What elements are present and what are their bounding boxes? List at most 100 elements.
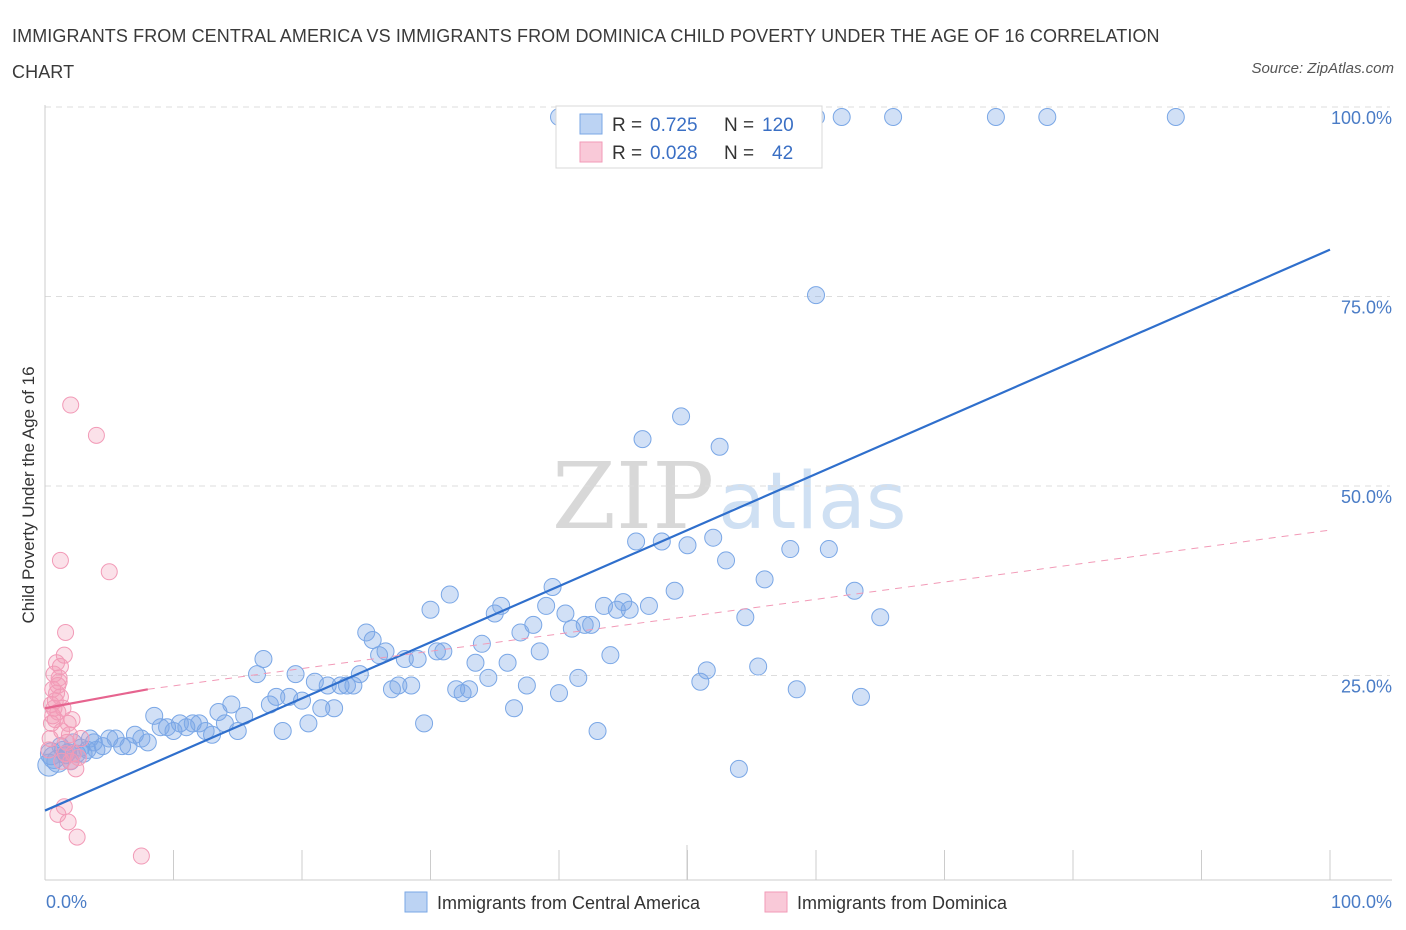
legend-r-value-2: 0.028 (650, 143, 698, 164)
point-central-america-95 (601, 646, 620, 665)
y-tick-label-3: 100.0% (1331, 108, 1392, 128)
point-central-america-108 (704, 528, 723, 547)
point-central-america-84 (530, 642, 549, 661)
point-dominica-38 (132, 847, 150, 865)
point-central-america-73 (460, 680, 479, 699)
gridlines (45, 106, 1390, 676)
point-central-america-74 (466, 653, 485, 672)
point-central-america-52 (325, 699, 344, 718)
legend-r-label-2: R = (612, 143, 642, 164)
point-central-america-68 (427, 642, 446, 661)
point-central-america-46 (286, 665, 305, 684)
point-central-america-97 (614, 593, 633, 612)
point-central-america-120 (851, 687, 870, 706)
point-central-america-93 (588, 721, 607, 740)
point-central-america-82 (517, 676, 536, 695)
bottom-legend-label-2: Immigrants from Dominica (797, 893, 1008, 913)
watermark-zip: ZIP (552, 443, 714, 550)
x-tick-label-0: 0.0% (46, 892, 87, 912)
correlation-legend: R = 0.725 N = 120 R = 0.028 N = 42 (555, 105, 823, 169)
point-central-america-90 (569, 668, 588, 687)
point-central-america-125 (832, 108, 851, 126)
chart-title: IMMIGRANTS FROM CENTRAL AMERICA VS IMMIG… (12, 26, 1160, 82)
point-dominica-36 (59, 813, 77, 831)
point-central-america-67 (421, 600, 440, 619)
point-central-america-127 (986, 108, 1005, 126)
point-central-america-79 (498, 653, 517, 672)
watermark-atlas: atlas (718, 457, 907, 547)
point-central-america-98 (620, 600, 639, 619)
bottom-legend-swatch-pink (764, 891, 788, 913)
trend-lines (44, 248, 1331, 812)
series-dominica (40, 396, 150, 865)
point-central-america-70 (440, 585, 459, 604)
point-central-america-114 (755, 570, 774, 589)
point-central-america-64 (402, 676, 421, 695)
y-axis-label: Child Poverty Under the Age of 16 (19, 366, 38, 623)
point-central-america-88 (556, 604, 575, 623)
point-central-america-107 (697, 661, 716, 680)
legend-swatch-pink (579, 141, 603, 163)
point-dominica-30 (51, 551, 69, 569)
point-dominica-25 (67, 760, 85, 778)
point-dominica-32 (87, 426, 105, 444)
series-legend: Immigrants from Central America Immigran… (404, 891, 1008, 913)
point-central-america-106 (691, 672, 710, 691)
legend-n-value-2: 42 (772, 143, 793, 164)
point-central-america-99 (627, 532, 646, 551)
legend-n-value-1: 120 (762, 115, 794, 136)
point-dominica-21 (57, 623, 75, 641)
point-central-america-66 (415, 714, 434, 733)
legend-n-label-2: N = (724, 143, 754, 164)
y-tick-label-0: 25.0% (1341, 677, 1392, 697)
point-dominica-33 (100, 563, 118, 581)
point-central-america-65 (408, 649, 427, 668)
trend-dominica (44, 688, 148, 710)
point-central-america-43 (267, 687, 286, 706)
point-central-america-115 (781, 540, 800, 559)
point-central-america-103 (665, 581, 684, 600)
point-central-america-96 (607, 600, 626, 619)
point-dominica-18 (50, 673, 68, 691)
legend-swatch-blue (579, 113, 603, 135)
point-dominica-41 (72, 730, 90, 748)
point-central-america-83 (524, 615, 543, 634)
point-central-america-48 (299, 714, 318, 733)
y-tick-label-2: 75.0% (1341, 298, 1392, 318)
point-central-america-118 (819, 540, 838, 559)
legend-r-label-1: R = (612, 115, 642, 136)
source-label: Source: ZipAtlas.com (1251, 60, 1394, 77)
point-central-america-113 (749, 657, 768, 676)
tick-labels: 25.0% 50.0% 75.0% 100.0% 0.0% 100.0% (46, 108, 1392, 912)
point-dominica-37 (68, 828, 86, 846)
point-central-america-101 (639, 596, 658, 615)
point-central-america-85 (537, 596, 556, 615)
point-central-america-126 (884, 108, 903, 126)
point-central-america-92 (582, 615, 601, 634)
x-tick-label-1: 100.0% (1331, 892, 1392, 912)
point-central-america-116 (787, 680, 806, 699)
legend-n-label-1: N = (724, 115, 754, 136)
point-central-america-119 (845, 581, 864, 600)
point-central-america-15 (84, 733, 103, 752)
point-central-america-117 (807, 286, 825, 305)
point-central-america-58 (363, 631, 382, 650)
point-central-america-20 (113, 737, 132, 756)
point-dominica-20 (55, 646, 73, 664)
point-central-america-69 (434, 642, 453, 661)
point-central-america-80 (505, 699, 524, 718)
point-central-america-100 (633, 430, 652, 449)
point-central-america-44 (273, 721, 292, 740)
point-central-america-112 (736, 608, 755, 627)
point-central-america-50 (312, 699, 331, 718)
trend-dominica-extension (147, 529, 1331, 690)
point-central-america-104 (672, 407, 691, 426)
y-tick-label-1: 50.0% (1341, 487, 1392, 507)
point-central-america-110 (717, 551, 736, 570)
point-central-america-57 (357, 623, 376, 642)
point-dominica-31 (62, 396, 80, 414)
point-central-america-109 (710, 437, 729, 456)
point-central-america-24 (138, 733, 157, 752)
point-central-america-25 (145, 706, 164, 725)
